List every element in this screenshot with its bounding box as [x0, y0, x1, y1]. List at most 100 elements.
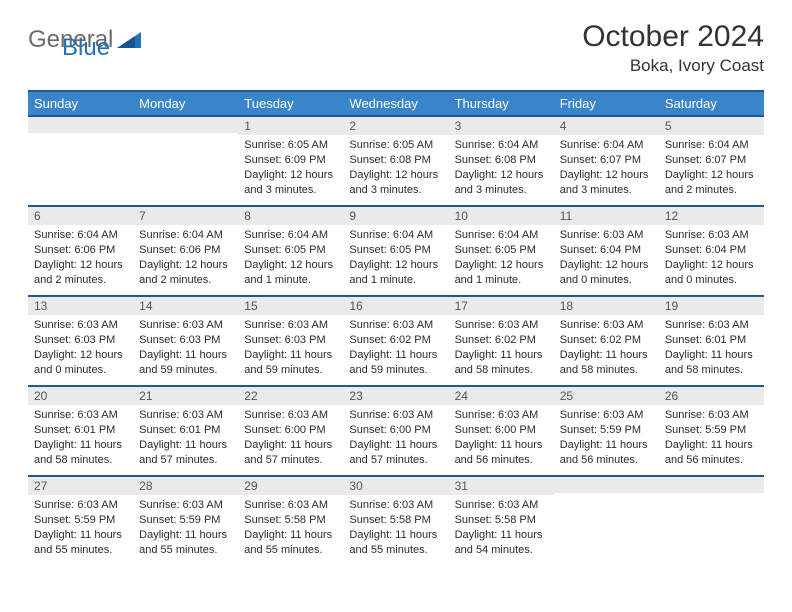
day-number: 8 [238, 205, 343, 225]
day-number: 20 [28, 385, 133, 405]
day-details: Sunrise: 6:03 AMSunset: 6:04 PMDaylight:… [554, 225, 659, 293]
calendar-day [133, 115, 238, 205]
calendar-day: 20Sunrise: 6:03 AMSunset: 6:01 PMDayligh… [28, 385, 133, 475]
day-details: Sunrise: 6:03 AMSunset: 5:58 PMDaylight:… [449, 495, 554, 563]
calendar-day [28, 115, 133, 205]
day-details: Sunrise: 6:03 AMSunset: 6:02 PMDaylight:… [554, 315, 659, 383]
day-number: 30 [343, 475, 448, 495]
calendar-day: 21Sunrise: 6:03 AMSunset: 6:01 PMDayligh… [133, 385, 238, 475]
day-number: 28 [133, 475, 238, 495]
day-details: Sunrise: 6:03 AMSunset: 6:02 PMDaylight:… [343, 315, 448, 383]
location: Boka, Ivory Coast [582, 56, 764, 76]
day-number: 2 [343, 115, 448, 135]
triangle-icon [117, 28, 141, 48]
weekday-header: Sunday [28, 91, 133, 115]
calendar-day: 17Sunrise: 6:03 AMSunset: 6:02 PMDayligh… [449, 295, 554, 385]
day-details: Sunrise: 6:03 AMSunset: 5:59 PMDaylight:… [28, 495, 133, 563]
day-number: 24 [449, 385, 554, 405]
day-details: Sunrise: 6:04 AMSunset: 6:05 PMDaylight:… [343, 225, 448, 293]
calendar-day [659, 475, 764, 565]
day-number [28, 115, 133, 133]
day-number: 31 [449, 475, 554, 495]
day-number: 25 [554, 385, 659, 405]
calendar-week: 1Sunrise: 6:05 AMSunset: 6:09 PMDaylight… [28, 115, 764, 205]
day-details [28, 133, 133, 189]
logo-text-2: Blue [62, 34, 110, 61]
calendar-week: 27Sunrise: 6:03 AMSunset: 5:59 PMDayligh… [28, 475, 764, 565]
calendar-day: 6Sunrise: 6:04 AMSunset: 6:06 PMDaylight… [28, 205, 133, 295]
day-number: 1 [238, 115, 343, 135]
day-details [133, 133, 238, 189]
day-details: Sunrise: 6:04 AMSunset: 6:06 PMDaylight:… [133, 225, 238, 293]
day-number: 15 [238, 295, 343, 315]
calendar-day: 18Sunrise: 6:03 AMSunset: 6:02 PMDayligh… [554, 295, 659, 385]
calendar-day: 31Sunrise: 6:03 AMSunset: 5:58 PMDayligh… [449, 475, 554, 565]
calendar-day: 3Sunrise: 6:04 AMSunset: 6:08 PMDaylight… [449, 115, 554, 205]
day-details: Sunrise: 6:04 AMSunset: 6:05 PMDaylight:… [238, 225, 343, 293]
day-number: 17 [449, 295, 554, 315]
calendar-day: 26Sunrise: 6:03 AMSunset: 5:59 PMDayligh… [659, 385, 764, 475]
calendar-week: 20Sunrise: 6:03 AMSunset: 6:01 PMDayligh… [28, 385, 764, 475]
calendar-day: 28Sunrise: 6:03 AMSunset: 5:59 PMDayligh… [133, 475, 238, 565]
calendar-day: 27Sunrise: 6:03 AMSunset: 5:59 PMDayligh… [28, 475, 133, 565]
calendar-day: 10Sunrise: 6:04 AMSunset: 6:05 PMDayligh… [449, 205, 554, 295]
calendar-day: 22Sunrise: 6:03 AMSunset: 6:00 PMDayligh… [238, 385, 343, 475]
day-number: 19 [659, 295, 764, 315]
day-number: 6 [28, 205, 133, 225]
calendar-day: 16Sunrise: 6:03 AMSunset: 6:02 PMDayligh… [343, 295, 448, 385]
day-number: 3 [449, 115, 554, 135]
day-number: 13 [28, 295, 133, 315]
calendar-day: 24Sunrise: 6:03 AMSunset: 6:00 PMDayligh… [449, 385, 554, 475]
day-number: 29 [238, 475, 343, 495]
day-number: 7 [133, 205, 238, 225]
day-details: Sunrise: 6:05 AMSunset: 6:09 PMDaylight:… [238, 135, 343, 203]
day-details: Sunrise: 6:03 AMSunset: 6:03 PMDaylight:… [28, 315, 133, 383]
day-number: 18 [554, 295, 659, 315]
day-details: Sunrise: 6:04 AMSunset: 6:08 PMDaylight:… [449, 135, 554, 203]
day-number: 26 [659, 385, 764, 405]
calendar-day: 11Sunrise: 6:03 AMSunset: 6:04 PMDayligh… [554, 205, 659, 295]
calendar-day: 8Sunrise: 6:04 AMSunset: 6:05 PMDaylight… [238, 205, 343, 295]
day-details: Sunrise: 6:03 AMSunset: 6:03 PMDaylight:… [133, 315, 238, 383]
day-details: Sunrise: 6:03 AMSunset: 6:00 PMDaylight:… [449, 405, 554, 473]
day-details: Sunrise: 6:03 AMSunset: 5:58 PMDaylight:… [343, 495, 448, 563]
day-details [554, 493, 659, 549]
calendar-day: 29Sunrise: 6:03 AMSunset: 5:58 PMDayligh… [238, 475, 343, 565]
calendar-day: 15Sunrise: 6:03 AMSunset: 6:03 PMDayligh… [238, 295, 343, 385]
day-details: Sunrise: 6:04 AMSunset: 6:07 PMDaylight:… [659, 135, 764, 203]
calendar-page: General October 2024 Boka, Ivory Coast B… [0, 0, 792, 612]
day-details: Sunrise: 6:03 AMSunset: 5:59 PMDaylight:… [554, 405, 659, 473]
day-number: 23 [343, 385, 448, 405]
calendar-day: 7Sunrise: 6:04 AMSunset: 6:06 PMDaylight… [133, 205, 238, 295]
calendar-day: 5Sunrise: 6:04 AMSunset: 6:07 PMDaylight… [659, 115, 764, 205]
calendar-day: 12Sunrise: 6:03 AMSunset: 6:04 PMDayligh… [659, 205, 764, 295]
day-details: Sunrise: 6:03 AMSunset: 6:01 PMDaylight:… [659, 315, 764, 383]
calendar-table: SundayMondayTuesdayWednesdayThursdayFrid… [28, 90, 764, 565]
day-number [659, 475, 764, 493]
day-details: Sunrise: 6:03 AMSunset: 5:58 PMDaylight:… [238, 495, 343, 563]
calendar-day [554, 475, 659, 565]
day-details: Sunrise: 6:05 AMSunset: 6:08 PMDaylight:… [343, 135, 448, 203]
day-number: 16 [343, 295, 448, 315]
weekday-header: Monday [133, 91, 238, 115]
weekday-header: Thursday [449, 91, 554, 115]
calendar-day: 1Sunrise: 6:05 AMSunset: 6:09 PMDaylight… [238, 115, 343, 205]
calendar-day: 14Sunrise: 6:03 AMSunset: 6:03 PMDayligh… [133, 295, 238, 385]
day-number: 10 [449, 205, 554, 225]
day-details: Sunrise: 6:03 AMSunset: 6:04 PMDaylight:… [659, 225, 764, 293]
day-number: 14 [133, 295, 238, 315]
calendar-header-row: SundayMondayTuesdayWednesdayThursdayFrid… [28, 91, 764, 115]
calendar-day: 30Sunrise: 6:03 AMSunset: 5:58 PMDayligh… [343, 475, 448, 565]
day-details: Sunrise: 6:03 AMSunset: 6:01 PMDaylight:… [28, 405, 133, 473]
day-number [133, 115, 238, 133]
calendar-day: 9Sunrise: 6:04 AMSunset: 6:05 PMDaylight… [343, 205, 448, 295]
day-details: Sunrise: 6:03 AMSunset: 6:02 PMDaylight:… [449, 315, 554, 383]
calendar-week: 6Sunrise: 6:04 AMSunset: 6:06 PMDaylight… [28, 205, 764, 295]
day-number [554, 475, 659, 493]
month-title: October 2024 [582, 20, 764, 54]
calendar-day: 19Sunrise: 6:03 AMSunset: 6:01 PMDayligh… [659, 295, 764, 385]
day-details [659, 493, 764, 549]
weekday-header: Tuesday [238, 91, 343, 115]
day-number: 9 [343, 205, 448, 225]
day-number: 5 [659, 115, 764, 135]
